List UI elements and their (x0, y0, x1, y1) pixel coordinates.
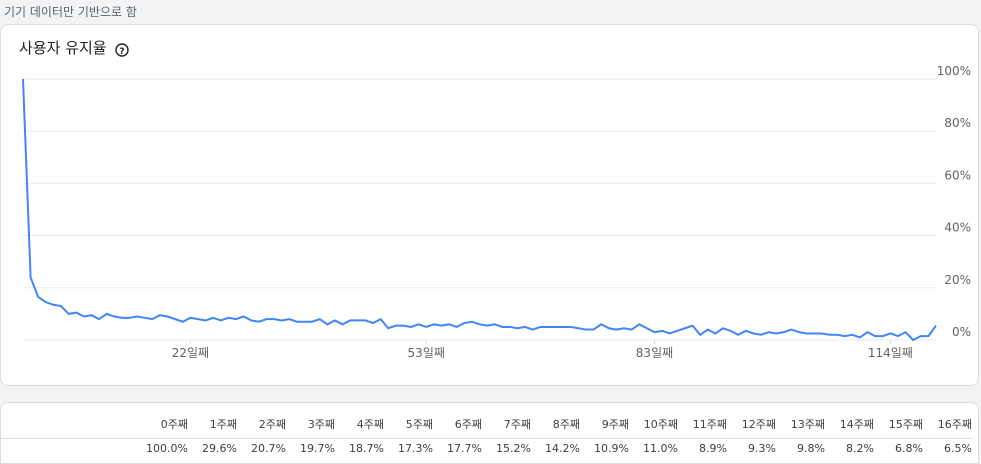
cell: 14.2% (545, 442, 580, 455)
x-tick-label: 114일째 (868, 346, 913, 360)
x-tick-label: 22일째 (172, 346, 209, 360)
cell: 8.9% (699, 442, 727, 455)
help-icon[interactable]: ? (115, 43, 129, 57)
column-header: 0주째 (139, 413, 188, 439)
x-tick-label: 83일째 (636, 346, 673, 360)
retention-line (22, 78, 937, 342)
column-header: 11주째 (678, 413, 727, 439)
y-tick-label: 0% (952, 325, 971, 339)
cell: 8.2% (846, 442, 874, 455)
cell: 6.8% (895, 442, 923, 455)
cell: 11.0% (643, 442, 678, 455)
y-tick-label: 20% (944, 273, 971, 287)
cell: 20.7% (251, 442, 286, 455)
data-note: 기기 데이터만 기반으로 함 (4, 5, 137, 19)
column-header: 9주째 (580, 413, 629, 439)
svg-text:?: ? (119, 47, 124, 57)
cell: 9.8% (797, 442, 825, 455)
column-header: 12주째 (727, 413, 776, 439)
retention-table: 0주째 1주째 2주째 3주째 4주째 5주째 6주째 7주째 8주째 9주째 10주째 11주째 12… (1, 413, 972, 461)
cell: 9.3% (748, 442, 776, 455)
column-header: 4주째 (335, 413, 384, 439)
cell: 18.7% (349, 442, 384, 455)
y-tick-label: 100% (937, 64, 971, 78)
column-header: 16주째 (923, 413, 972, 439)
column-header: 5주째 (384, 413, 433, 439)
column-header: 15주째 (874, 413, 923, 439)
cell: 17.3% (398, 442, 433, 455)
column-header: 2주째 (237, 413, 286, 439)
y-tick-label: 80% (944, 116, 971, 130)
column-header: 13주째 (776, 413, 825, 439)
chart-title: 사용자 유지율 (19, 39, 107, 57)
cell: 100.0% (146, 442, 188, 455)
cell: 17.7% (447, 442, 482, 455)
column-header: 3주째 (286, 413, 335, 439)
y-tick-label: 60% (944, 168, 971, 182)
x-tick-label: 53일째 (408, 346, 445, 360)
chart-card: 사용자 유지율 ? 0% 20% 40% 60% 80% 100% 22일째 53일째 83일째… (0, 24, 979, 386)
column-header: 8주째 (531, 413, 580, 439)
column-header: 14주째 (825, 413, 874, 439)
cell: 29.6% (202, 442, 237, 455)
column-header: 1주째 (188, 413, 237, 439)
column-header: 7주째 (482, 413, 531, 439)
cell: 19.7% (300, 442, 335, 455)
cell: 6.5% (944, 442, 972, 455)
cell: 10.9% (594, 442, 629, 455)
chart: 사용자 유지율 ? 0% 20% 40% 60% 80% 100% 22일째 53일째 83일째… (19, 39, 971, 360)
column-header: 6주째 (433, 413, 482, 439)
cell: 15.2% (496, 442, 531, 455)
column-header: 10주째 (629, 413, 678, 439)
y-tick-label: 40% (944, 221, 971, 235)
table-card: 0주째 1주째 2주째 3주째 4주째 5주째 6주째 7주째 8주째 9주째 10주째 11주째 12… (0, 402, 979, 464)
